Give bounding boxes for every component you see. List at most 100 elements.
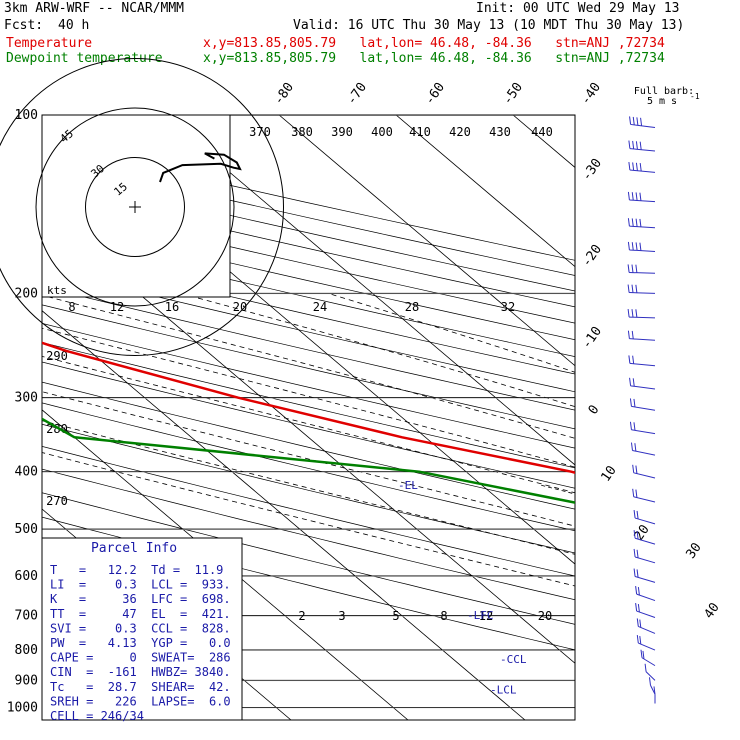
wind-barb-flag bbox=[627, 284, 630, 293]
wind-barb-flag bbox=[633, 530, 636, 539]
pressure-label: 1000 bbox=[7, 700, 38, 715]
wind-barb-flag bbox=[639, 163, 642, 172]
wind-barb-flag bbox=[653, 686, 656, 695]
barb-legend-value: 5 m s bbox=[647, 96, 677, 107]
wind-barb-flag bbox=[640, 117, 643, 126]
wind-barb-flag bbox=[631, 242, 634, 251]
level-marker-label: -LCL bbox=[490, 684, 517, 697]
moist-adiabat-line bbox=[42, 327, 575, 468]
wind-barb-flag bbox=[632, 488, 635, 497]
plot-frame bbox=[41, 114, 576, 721]
wind-barb-flag bbox=[629, 377, 632, 386]
barb-legend-title: Full barb: bbox=[634, 86, 694, 97]
wind-barb-flag bbox=[635, 264, 638, 273]
valid-time: Valid: 16 UTC Thu 30 May 13 (10 MDT Thu … bbox=[293, 18, 685, 33]
wind-barb bbox=[653, 686, 656, 704]
wind-barb-staff bbox=[629, 199, 656, 203]
speed-scale-label: 20 bbox=[233, 300, 247, 314]
wind-barb-staff bbox=[645, 671, 656, 681]
dewpoint-location-info: x,y=813.85,805.79 lat,lon= 46.48, -84.36… bbox=[203, 51, 665, 66]
wind-barb bbox=[627, 218, 656, 229]
wind-barb-staff bbox=[629, 148, 656, 152]
parcel-info-row: Tc = 28.7 SHEAR= 42. bbox=[50, 680, 231, 694]
parcel-info-row: SVI = 0.3 CCL = 828. bbox=[50, 621, 231, 635]
moist-adiabat-line bbox=[42, 420, 575, 555]
wind-barb-staff bbox=[629, 292, 656, 294]
wind-barb-flag bbox=[631, 218, 634, 227]
dry-adiabat-line bbox=[42, 492, 575, 625]
wind-barb-flag bbox=[633, 548, 636, 558]
wind-barb-flag bbox=[634, 443, 637, 452]
wind-barb-flag bbox=[635, 162, 638, 171]
wind-barb-flag bbox=[639, 218, 642, 227]
temperature-axis-label: -20 bbox=[579, 242, 605, 270]
wind-barb-flag bbox=[631, 264, 634, 273]
wind-barb bbox=[629, 398, 656, 411]
moist-adiabat-line bbox=[42, 294, 575, 439]
wind-barb-staff bbox=[629, 169, 656, 173]
barb-legend-unit: -1 bbox=[690, 92, 700, 101]
wind-barb-flag bbox=[639, 141, 642, 150]
model-title: 3km ARW-WRF -- NCAR/MMM bbox=[4, 1, 185, 16]
temperature-legend-label: Temperature bbox=[6, 36, 93, 51]
wind-barb-staff bbox=[633, 496, 656, 503]
wind-barb bbox=[628, 161, 656, 173]
dry-adiabat-line bbox=[42, 468, 575, 601]
wind-barb-column: Full barb:5 m s -1 bbox=[627, 86, 700, 704]
theta-label: 440 bbox=[531, 125, 553, 139]
wind-barb-flag bbox=[635, 242, 638, 251]
init-time: Init: 00 UTC Wed 29 May 13 bbox=[476, 1, 680, 16]
parcel-trace bbox=[539, 484, 575, 495]
theta-label: 370 bbox=[249, 125, 271, 139]
parcel-info-row: TT = 47 EL = 421. bbox=[50, 607, 231, 621]
moist-adiabat-line bbox=[42, 355, 575, 494]
wind-barb-flag bbox=[628, 140, 631, 149]
wind-barb-flag bbox=[629, 398, 632, 407]
wind-barb-flag bbox=[629, 116, 632, 125]
temperature-axis-label: -30 bbox=[579, 156, 605, 184]
hodograph-speed-unit: kts bbox=[47, 284, 67, 297]
mixing-ratio-label: 12 bbox=[479, 609, 493, 623]
theta-label: 270 bbox=[46, 494, 68, 508]
parcel-info-title: Parcel Info bbox=[91, 541, 177, 556]
wind-barb-staff bbox=[638, 642, 656, 651]
temperature-axis-label: -10 bbox=[579, 324, 605, 352]
moist-adiabat-line bbox=[327, 292, 575, 373]
wind-barb-staff bbox=[629, 316, 656, 319]
temperature-axis-label: -70 bbox=[344, 80, 370, 108]
pressure-label: 500 bbox=[15, 522, 38, 537]
dry-adiabat-line bbox=[42, 251, 575, 375]
wind-barb-staff bbox=[629, 225, 656, 229]
hodograph-trace bbox=[159, 152, 242, 183]
speed-scale-label: 8 bbox=[68, 300, 75, 314]
wind-barb-flag bbox=[627, 191, 630, 201]
wind-barb-flag bbox=[636, 549, 639, 558]
wind-barb bbox=[632, 488, 656, 503]
wind-barb bbox=[629, 116, 656, 129]
temperature-axis-label: 0 bbox=[586, 402, 603, 417]
speed-scale-label: 28 bbox=[405, 300, 419, 314]
wind-barb bbox=[627, 284, 656, 294]
theta-label: 390 bbox=[331, 125, 353, 139]
wind-barb-flag bbox=[627, 218, 630, 227]
parcel-info-row: K = 36 LFC = 698. bbox=[50, 592, 231, 606]
wind-barb-flag bbox=[633, 422, 636, 431]
wind-barb-flag bbox=[631, 309, 634, 318]
pressure-label: 700 bbox=[15, 609, 38, 624]
wind-barb-flag bbox=[631, 192, 634, 201]
isotherm-line bbox=[395, 115, 575, 268]
parcel-info-row: T = 12.2 Td = 11.9 bbox=[50, 563, 223, 577]
wind-barb-flag bbox=[627, 309, 630, 318]
parcel-info-row: PW = 4.13 YGP = 0.0 bbox=[50, 636, 231, 650]
wind-barb-flag bbox=[636, 531, 639, 540]
wind-barb bbox=[627, 309, 656, 319]
wind-barb-flag bbox=[635, 465, 638, 474]
wind-barb bbox=[633, 568, 656, 583]
forecast-hour: 40 h bbox=[58, 18, 90, 33]
wind-barb-flag bbox=[633, 509, 636, 519]
wind-barb-flag bbox=[632, 116, 635, 125]
wind-barb-flag bbox=[644, 663, 647, 672]
temperature-axis-label: 30 bbox=[683, 540, 704, 561]
